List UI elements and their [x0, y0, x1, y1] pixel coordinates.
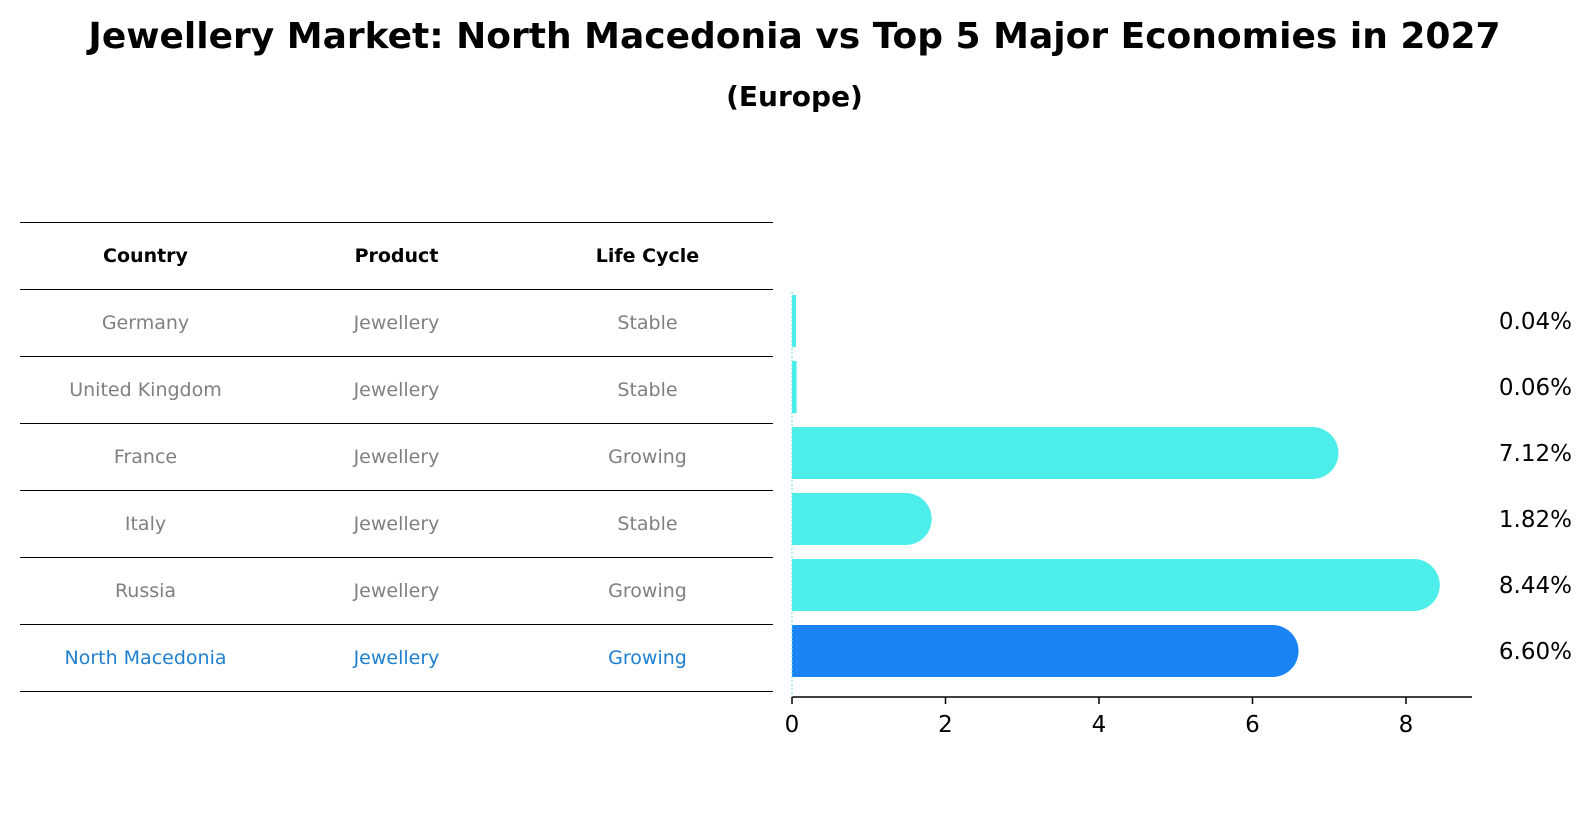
value-labels-layer: 0.04% 0.06% 7.12% 1.82% 8.44% 6.60% — [1499, 309, 1572, 665]
table-header-row: Country Product Life Cycle — [20, 222, 773, 289]
cell-product: Jewellery — [353, 580, 440, 602]
x-tick-label: 4 — [1092, 712, 1107, 738]
cell-product: Jewellery — [353, 379, 440, 401]
cell-product: Jewellery — [353, 446, 440, 468]
bar-germany — [792, 295, 796, 347]
x-tick-label: 6 — [1245, 712, 1260, 738]
cell-life-cycle: Growing — [608, 647, 687, 669]
country-table: Country Product Life Cycle Germany Jewel… — [20, 222, 773, 692]
table-row: United Kingdom Jewellery Stable — [20, 356, 773, 423]
chart-title: Jewellery Market: North Macedonia vs Top… — [88, 16, 1501, 57]
cell-country: France — [113, 446, 178, 468]
cell-life-cycle: Growing — [608, 580, 687, 602]
header-life-cycle: Life Cycle — [595, 245, 700, 267]
bar-italy — [792, 493, 932, 545]
x-tick-label: 8 — [1399, 712, 1414, 738]
value-label: 6.60% — [1499, 639, 1572, 665]
header-product: Product — [354, 245, 439, 267]
table-row: Germany Jewellery Stable — [20, 289, 773, 356]
table-row: Italy Jewellery Stable — [20, 490, 773, 557]
bar-north-macedonia — [792, 625, 1299, 677]
cell-country: Russia — [114, 580, 177, 602]
cell-life-cycle: Growing — [608, 446, 687, 468]
value-label: 0.06% — [1499, 375, 1572, 401]
cell-country: Italy — [124, 513, 167, 535]
cell-product: Jewellery — [353, 513, 440, 535]
table-row-highlight: North Macedonia Jewellery Growing — [20, 624, 773, 692]
value-label: 0.04% — [1499, 309, 1572, 335]
value-label: 7.12% — [1499, 441, 1572, 467]
bars-layer — [792, 295, 1440, 677]
chart-subtitle: (Europe) — [726, 80, 863, 113]
table-row: Russia Jewellery Growing — [20, 557, 773, 624]
bar-united-kingdom — [792, 361, 797, 413]
table-row: France Jewellery Growing — [20, 423, 773, 490]
cell-country: Germany — [101, 312, 190, 334]
x-axis: 0 2 4 6 8 — [785, 292, 1472, 738]
cell-country: United Kingdom — [69, 379, 222, 401]
value-label: 1.82% — [1499, 507, 1572, 533]
cell-product: Jewellery — [353, 312, 440, 334]
value-label: 8.44% — [1499, 573, 1572, 599]
cell-product: Jewellery — [353, 647, 440, 669]
cell-country: North Macedonia — [64, 647, 227, 669]
cell-life-cycle: Stable — [617, 379, 678, 401]
bar-russia — [792, 559, 1440, 611]
bar-france — [792, 427, 1339, 479]
x-tick-label: 0 — [785, 712, 800, 738]
x-tick-label: 2 — [938, 712, 953, 738]
header-country: Country — [103, 245, 188, 267]
cell-life-cycle: Stable — [617, 312, 678, 334]
cell-life-cycle: Stable — [617, 513, 678, 535]
